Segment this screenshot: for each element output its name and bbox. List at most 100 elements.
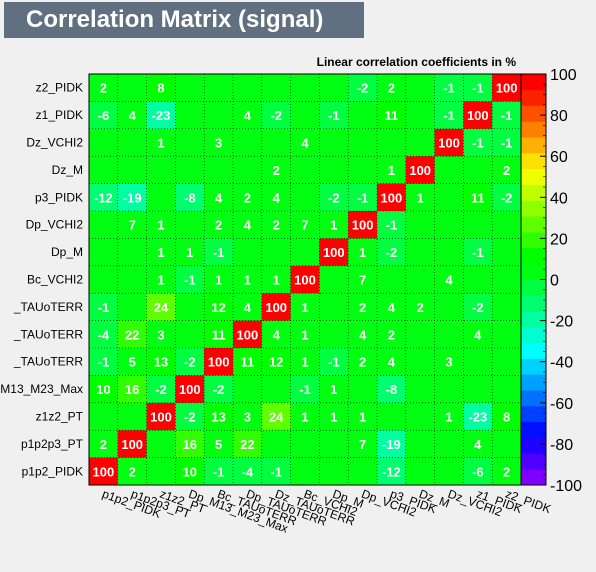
colorbar-segment bbox=[521, 216, 546, 233]
heatmap-cell bbox=[492, 430, 521, 458]
cell-value: 2 bbox=[100, 437, 107, 452]
heatmap-cell bbox=[348, 348, 377, 376]
cell-value: -8 bbox=[184, 190, 196, 205]
heatmap-cell bbox=[492, 375, 521, 403]
cell-value: 11 bbox=[385, 108, 399, 123]
cell-value: 2 bbox=[388, 327, 395, 342]
cell-value: 1 bbox=[388, 163, 395, 178]
cell-value: -8 bbox=[386, 382, 398, 397]
heatmap-cell bbox=[175, 457, 205, 485]
y-tick-label: Bc_VCHI2 bbox=[27, 273, 83, 287]
cell-value: 4 bbox=[474, 327, 482, 342]
cell-value: -4 bbox=[242, 464, 254, 479]
heatmap-cell bbox=[463, 74, 493, 102]
cell-value: -1 bbox=[98, 355, 110, 370]
cell-value: 100 bbox=[352, 218, 374, 233]
cell-value: -2 bbox=[270, 108, 282, 123]
heatmap-cell bbox=[377, 238, 406, 266]
cell-value: 2 bbox=[359, 300, 366, 315]
heatmap-cell bbox=[261, 293, 291, 321]
heatmap-cell bbox=[405, 238, 435, 266]
cell-value: 5 bbox=[129, 355, 136, 370]
heatmap-cell bbox=[89, 348, 118, 376]
cell-value: 4 bbox=[359, 327, 367, 342]
cell-value: -1 bbox=[472, 245, 484, 260]
heatmap-cell bbox=[175, 238, 205, 266]
heatmap-cell bbox=[290, 457, 320, 485]
colorbar-segment bbox=[521, 168, 546, 185]
cell-value: 4 bbox=[445, 273, 453, 288]
heatmap-cell bbox=[290, 293, 320, 321]
heatmap-cell bbox=[175, 430, 205, 458]
y-tick-label: p1p2_PIDK bbox=[22, 464, 83, 478]
heatmap-cell bbox=[117, 128, 147, 157]
heatmap-cell bbox=[492, 402, 521, 431]
cell-value: 2 bbox=[244, 190, 251, 205]
heatmap-cell bbox=[146, 265, 176, 294]
heatmap-cell bbox=[175, 101, 205, 129]
cell-value: -1 bbox=[501, 136, 513, 151]
cell-value: 100 bbox=[438, 136, 460, 151]
cell-value: 2 bbox=[503, 464, 510, 479]
heatmap-cell bbox=[89, 430, 118, 458]
cell-value: 3 bbox=[244, 410, 251, 425]
heatmap-cell bbox=[204, 238, 233, 266]
cell-value: -1 bbox=[472, 136, 484, 151]
cell-value: 7 bbox=[359, 437, 366, 452]
heatmap-cell bbox=[204, 74, 233, 102]
cell-value: 4 bbox=[474, 437, 482, 452]
heatmap-cell bbox=[348, 238, 377, 266]
heatmap-cell bbox=[290, 238, 320, 266]
heatmap-cell bbox=[463, 156, 493, 184]
cell-value: 2 bbox=[129, 464, 136, 479]
heatmap-cell bbox=[434, 183, 464, 211]
colorbar-tick-label: -40 bbox=[550, 355, 573, 372]
cell-value: -2 bbox=[386, 245, 398, 260]
heatmap-cell bbox=[261, 101, 291, 129]
colorbar-segment bbox=[521, 153, 546, 170]
heatmap-cell bbox=[405, 101, 435, 129]
cell-value: 100 bbox=[496, 81, 518, 96]
heatmap-cell bbox=[290, 101, 320, 129]
heatmap-cell bbox=[261, 183, 291, 211]
heatmap-cell bbox=[117, 74, 147, 102]
heatmap-cell bbox=[290, 375, 320, 403]
heatmap-cell bbox=[261, 457, 291, 485]
heatmap-cell bbox=[89, 375, 118, 403]
cell-value: -6 bbox=[472, 464, 484, 479]
cell-value: 16 bbox=[125, 382, 139, 397]
colorbar-segment bbox=[521, 121, 546, 138]
cell-value: -2 bbox=[328, 190, 340, 205]
heatmap-cell bbox=[117, 211, 147, 239]
heatmap-cell bbox=[233, 101, 262, 129]
heatmap-cell bbox=[434, 265, 464, 294]
y-tick-label: Dp_VCHI2 bbox=[26, 218, 84, 232]
heatmap-cell bbox=[175, 128, 205, 157]
heatmap-cell bbox=[319, 238, 349, 266]
cell-value: 100 bbox=[467, 108, 489, 123]
heatmap-cell bbox=[233, 348, 262, 376]
heatmap-cell bbox=[204, 183, 233, 211]
cell-value: 4 bbox=[244, 108, 252, 123]
cell-value: 12 bbox=[211, 300, 225, 315]
cell-value: 11 bbox=[471, 190, 485, 205]
y-tick-label: _TAUoTERR bbox=[13, 327, 83, 341]
heatmap-cell bbox=[405, 156, 435, 184]
heatmap-cell bbox=[89, 156, 118, 184]
heatmap-cell bbox=[319, 211, 349, 239]
cell-value: 1 bbox=[445, 410, 452, 425]
heatmap-cell bbox=[146, 348, 176, 376]
heatmap-cell bbox=[175, 293, 205, 321]
heatmap-cell bbox=[319, 348, 349, 376]
cell-value: 10 bbox=[183, 464, 197, 479]
colorbar-segment bbox=[521, 453, 546, 470]
heatmap-cell bbox=[492, 320, 521, 348]
heatmap-cell bbox=[377, 211, 406, 239]
heatmap-cell bbox=[463, 183, 493, 211]
cell-value: -2 bbox=[501, 190, 513, 205]
colorbar-segment bbox=[521, 295, 546, 312]
cell-value: 8 bbox=[503, 410, 510, 425]
heatmap-cell bbox=[405, 128, 435, 157]
heatmap-cell bbox=[434, 348, 464, 376]
heatmap-cell bbox=[175, 375, 205, 403]
